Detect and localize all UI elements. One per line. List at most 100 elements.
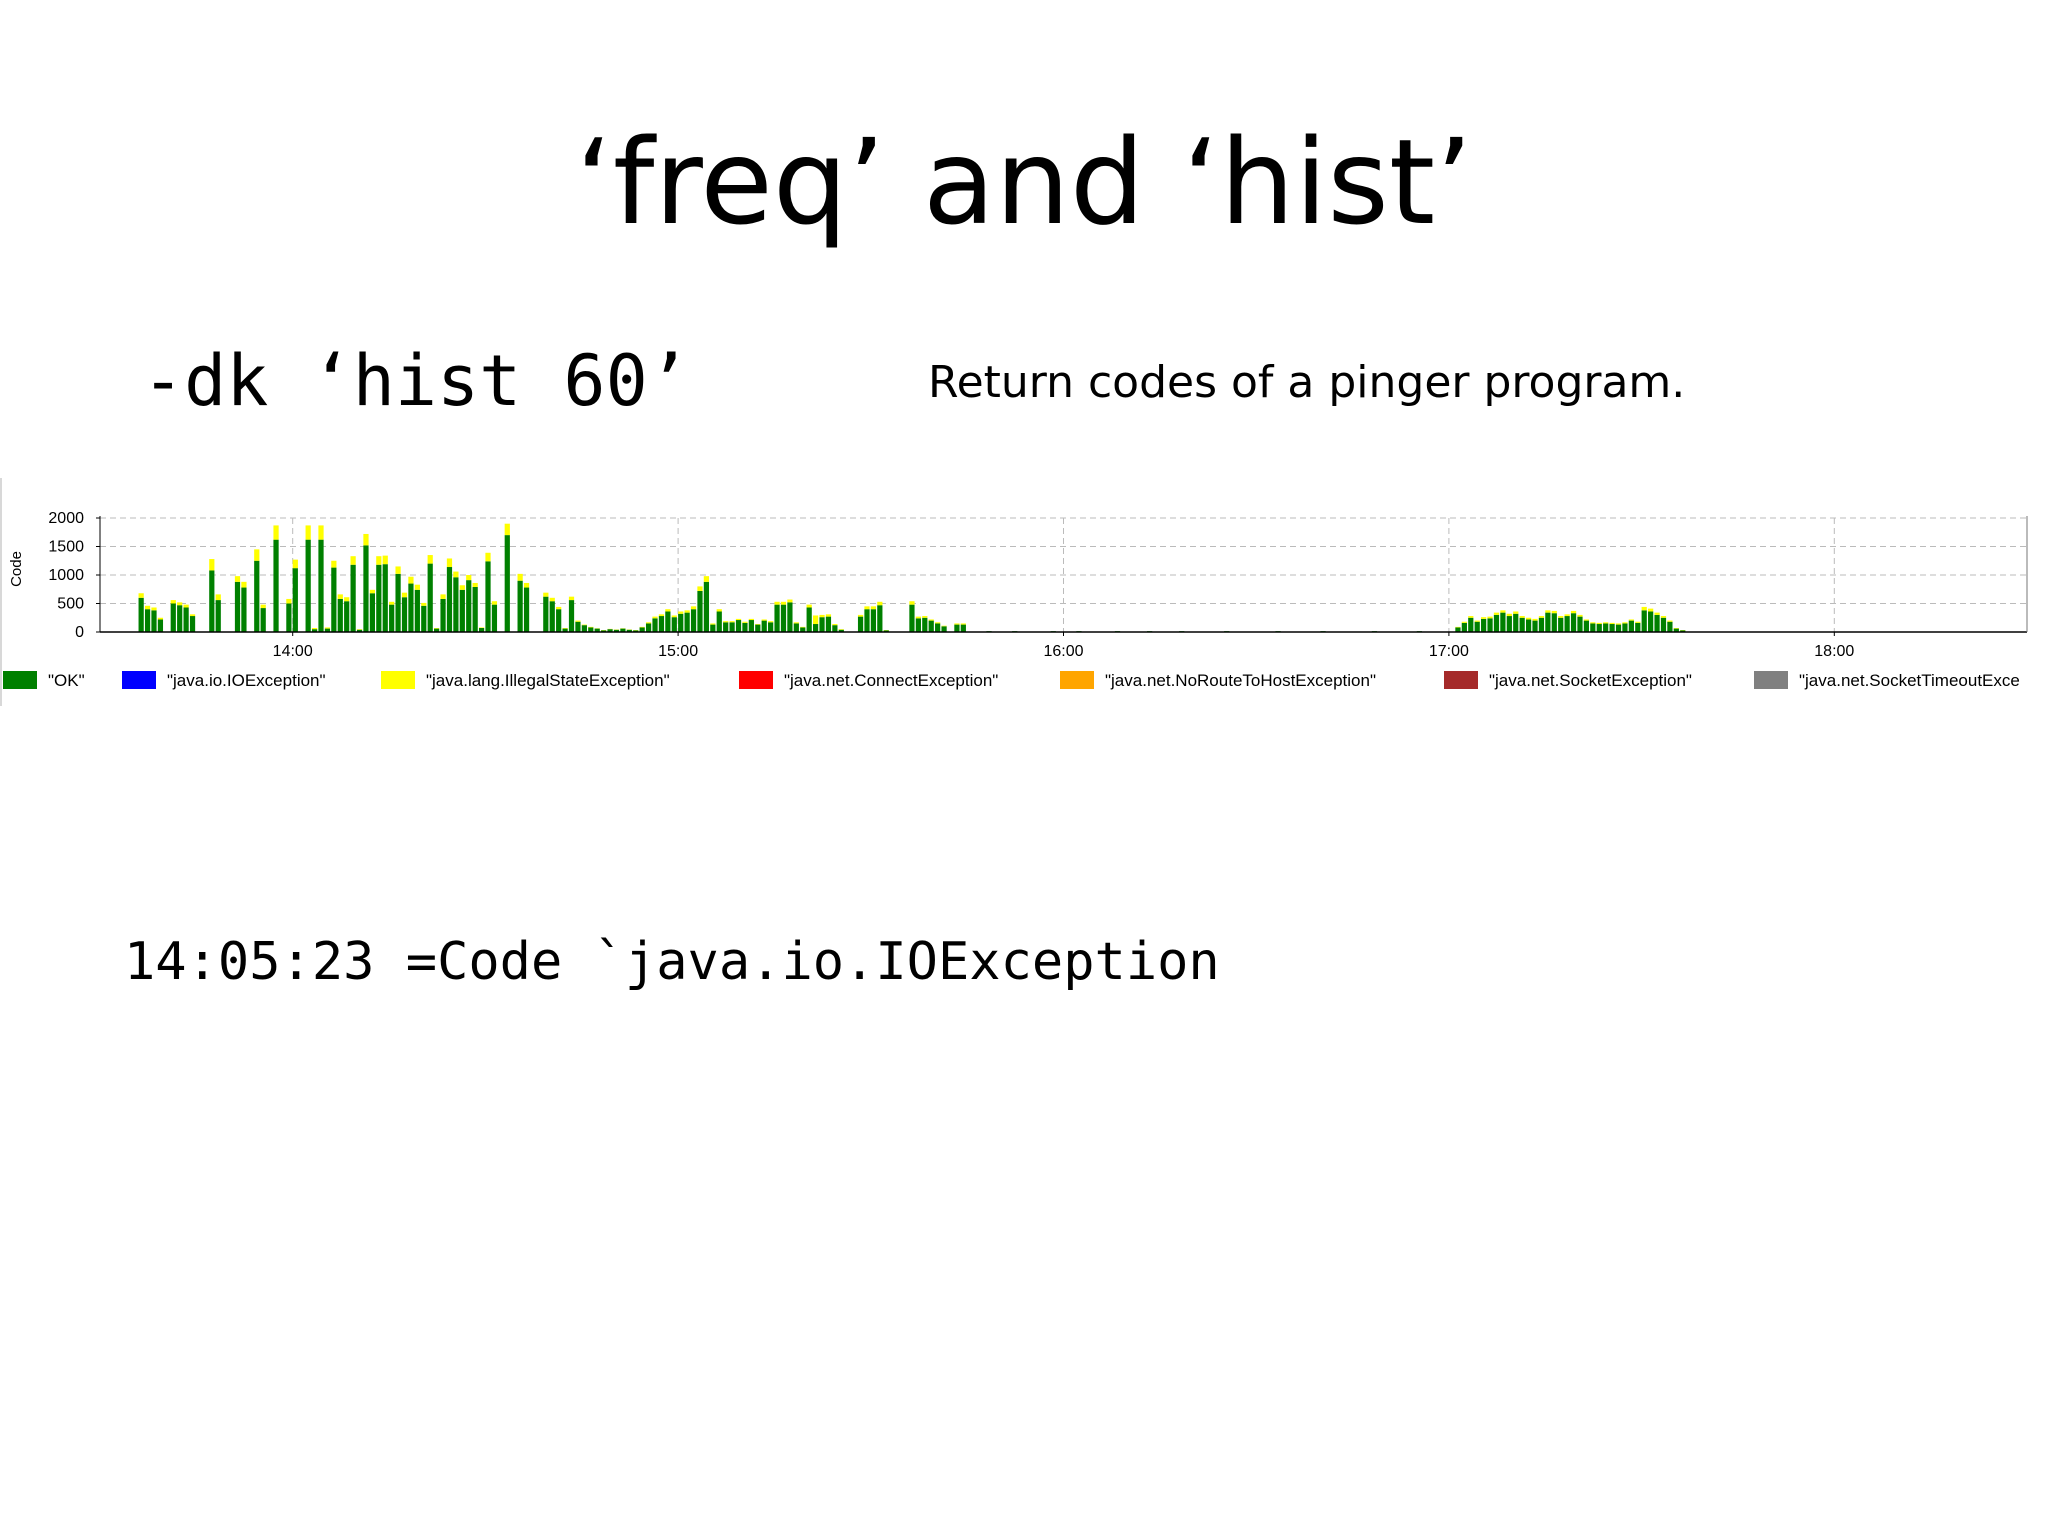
chart-frame-left — [0, 478, 2, 706]
bar-ok — [832, 625, 838, 632]
bar-ok — [504, 535, 510, 632]
bar-illegal-state — [556, 606, 562, 610]
bar-illegal-state — [517, 573, 523, 581]
bar-illegal-state — [151, 607, 157, 611]
bar-ok — [556, 609, 562, 632]
bar-illegal-state — [793, 622, 799, 624]
bar-illegal-state — [305, 525, 311, 540]
bar-ok — [594, 628, 600, 632]
bar-ok — [1583, 620, 1590, 632]
bar-ok — [1680, 630, 1686, 632]
bar-illegal-state — [1596, 622, 1602, 625]
bar-illegal-state — [1487, 616, 1493, 619]
bar-illegal-state — [935, 622, 941, 624]
bar-illegal-state — [954, 623, 960, 625]
bar-ok — [305, 539, 311, 632]
bar-ok — [729, 622, 735, 632]
bar-illegal-state — [1532, 618, 1538, 621]
bar-ok — [1596, 624, 1602, 632]
bar-ok — [549, 601, 555, 632]
bar-illegal-state — [768, 621, 774, 623]
bar-ok — [1468, 617, 1474, 632]
bar-ok — [613, 629, 620, 632]
bar-illegal-state — [755, 624, 761, 625]
bar-ok — [453, 577, 459, 632]
bar-illegal-state — [832, 624, 838, 626]
bar-ok — [260, 608, 266, 632]
bar-illegal-state — [389, 601, 395, 605]
command-text: -dk ‘hist 60’ — [142, 340, 690, 422]
bar-illegal-state — [478, 627, 485, 629]
bar-illegal-state — [209, 559, 215, 571]
bar-ok — [170, 603, 176, 632]
bar-ok — [1570, 613, 1577, 632]
bar-ok — [350, 564, 356, 632]
bar-ok — [1660, 617, 1667, 632]
bar-ok — [941, 626, 947, 632]
bar-ok — [421, 605, 427, 632]
bar-ok — [607, 629, 613, 632]
bar-illegal-state — [485, 552, 491, 562]
bar-ok — [780, 604, 787, 632]
bar-illegal-state — [157, 617, 164, 620]
bar-illegal-state — [1583, 619, 1590, 621]
bar-illegal-state — [1455, 626, 1461, 628]
bar-ok — [491, 604, 498, 632]
bar-ok — [1493, 614, 1500, 632]
bar-illegal-state — [215, 594, 221, 601]
bar-ok — [1635, 622, 1641, 632]
bar-illegal-state — [575, 620, 581, 622]
bar-illegal-state — [177, 602, 183, 606]
bar-illegal-state — [1493, 612, 1500, 615]
bar-illegal-state — [774, 601, 780, 605]
bar-ok — [1590, 623, 1596, 632]
bar-ok — [748, 620, 754, 632]
bar-illegal-state — [523, 582, 530, 588]
bar-ok — [601, 630, 607, 632]
bar-illegal-state — [453, 571, 459, 578]
bar-illegal-state — [723, 621, 729, 623]
bar-ok — [311, 629, 318, 632]
bar-ok — [401, 597, 408, 632]
bar-ok — [812, 624, 819, 632]
bar-ok — [478, 628, 485, 632]
bar-illegal-state — [960, 623, 966, 625]
bar-illegal-state — [434, 628, 440, 629]
bar-illegal-state — [234, 576, 241, 582]
legend-label: "java.lang.IllegalStateException" — [426, 671, 670, 690]
bar-ok — [800, 627, 806, 632]
legend-label: "java.net.NoRouteToHostException" — [1105, 671, 1376, 690]
y-tick-label: 1000 — [48, 567, 84, 584]
bar-illegal-state — [645, 622, 652, 624]
bar-illegal-state — [1525, 617, 1532, 620]
bar-illegal-state — [909, 601, 915, 605]
legend-swatch — [122, 671, 156, 689]
bar-illegal-state — [1519, 616, 1525, 618]
bar-ok — [1654, 614, 1660, 632]
axes: 0 500 1000 1500 2000 14:00 15:00 16:00 17:00 18:0… — [48, 510, 2028, 660]
bar-ok — [793, 623, 799, 632]
bar-ok — [960, 624, 966, 632]
bar-illegal-state — [870, 606, 877, 610]
bar-ok — [434, 628, 440, 632]
bar-ok — [1481, 618, 1487, 632]
bar-ok — [1525, 619, 1532, 632]
slide-title: ‘freq’ and ‘hist’ — [575, 113, 1473, 251]
x-tick-label: 16:00 — [1043, 643, 1083, 660]
bar-illegal-state — [1609, 622, 1615, 625]
bar-illegal-state — [1673, 628, 1679, 629]
bar-illegal-state — [742, 621, 748, 623]
bar-illegal-state — [652, 616, 658, 619]
bar-illegal-state — [761, 619, 767, 621]
bar-illegal-state — [363, 533, 369, 546]
bar-illegal-state — [414, 584, 420, 590]
bar-illegal-state — [1500, 610, 1506, 613]
bar-ok — [466, 580, 472, 632]
bar-ok — [376, 564, 382, 632]
bar-ok — [825, 616, 832, 632]
y-tick-label: 2000 — [48, 510, 84, 527]
bar-illegal-state — [1622, 622, 1628, 624]
bar-ok — [331, 567, 337, 632]
bar-illegal-state — [1577, 614, 1583, 617]
bar-illegal-state — [1474, 620, 1480, 622]
